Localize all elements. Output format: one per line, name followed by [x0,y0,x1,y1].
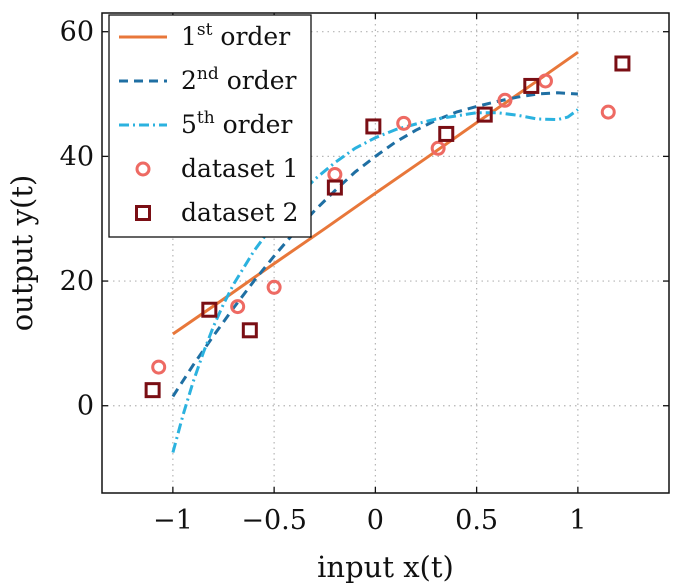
axis-ticks: −1 −0.5 0 0.5 1 0 20 40 60 [60,13,669,536]
data-point-dataset-1 [266,279,282,295]
series-points-dataset-2 [144,55,631,399]
data-point-dataset-1 [396,115,412,131]
legend: 1st order 2nd order 5th order dataset 1 data… [108,14,312,238]
legend-label: 5th order [181,108,292,139]
data-point-dataset-1 [600,104,616,120]
data-point-dataset-1 [230,299,246,315]
y-tick-label: 0 [77,391,94,422]
data-point-dataset-2 [365,118,382,135]
data-point-dataset-2 [241,322,258,339]
data-point-dataset-2 [201,301,218,318]
x-tick-label: 0.5 [455,505,498,536]
data-point-dataset-1 [327,166,343,182]
series-line-5th-order [171,108,579,453]
x-tick-label: 0 [367,505,384,536]
data-point-dataset-1 [537,73,553,89]
y-tick-label: 60 [60,17,94,48]
plot-frame [101,12,670,494]
legend-label: dataset 1 [181,154,298,183]
x-tick-label: −1 [153,505,193,536]
y-tick-label: 40 [60,141,94,172]
legend-label: 1st order [181,20,290,51]
plot-series [144,51,631,453]
legend-swatch-dataset-1 [135,161,151,177]
data-point-dataset-1 [430,140,446,156]
series-line-2nd-order [171,91,578,398]
y-tick-label: 20 [60,266,94,297]
data-point-dataset-2 [438,125,455,142]
legend-swatch-dataset-2 [135,205,151,221]
x-tick-label: −0.5 [241,505,307,536]
x-axis-label: input x(t) [317,550,454,584]
data-point-dataset-1 [497,92,513,108]
y-axis-label: output y(t) [5,175,39,332]
series-points-dataset-1 [151,73,616,375]
data-point-dataset-1 [151,359,167,375]
data-point-dataset-2 [476,106,493,123]
legend-label: dataset 2 [181,198,298,227]
x-tick-label: 1 [569,505,586,536]
data-point-dataset-2 [614,55,631,72]
legend-label: 2nd order [181,64,296,95]
data-point-dataset-2 [144,382,161,399]
data-point-dataset-2 [523,77,540,94]
data-point-dataset-2 [326,179,343,196]
